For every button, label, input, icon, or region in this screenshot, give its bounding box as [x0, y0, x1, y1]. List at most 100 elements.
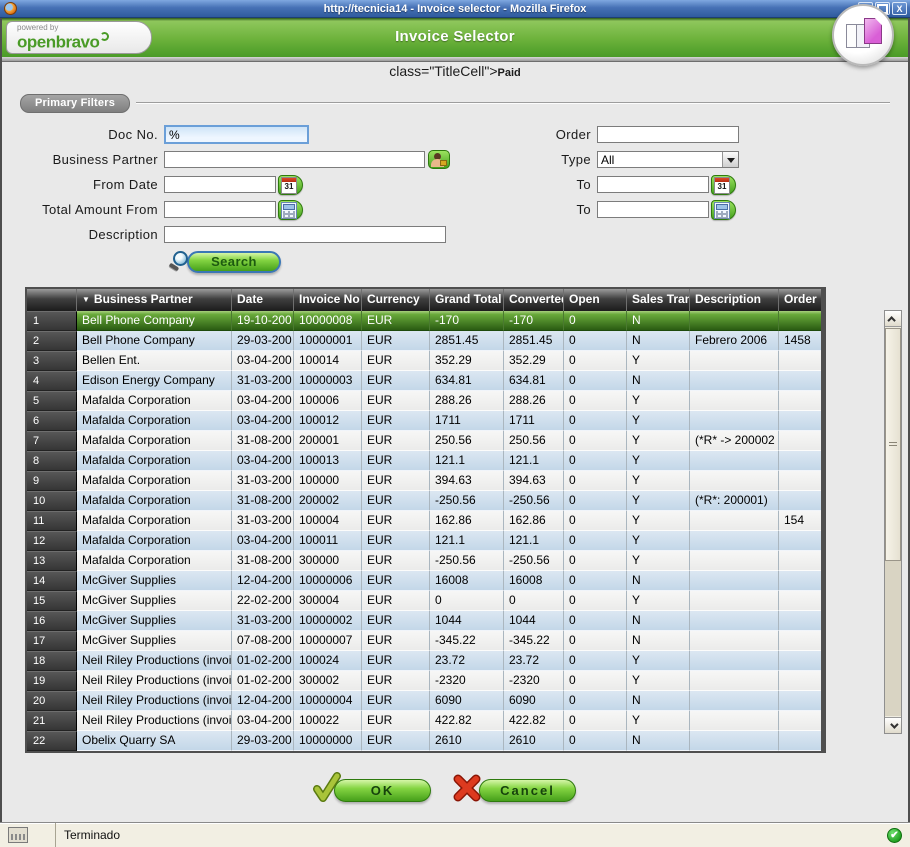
table-cell: (*R*: 200001) — [690, 491, 779, 511]
scroll-up-button[interactable] — [885, 311, 901, 327]
table-row[interactable]: 14McGiver Supplies12-04-20010000006EUR16… — [27, 571, 821, 591]
table-cell: 31-08-200 — [232, 551, 294, 571]
primary-filters-legend: Primary Filters — [20, 94, 130, 113]
table-cell: Bell Phone Company — [77, 311, 232, 331]
table-cell: Y — [627, 491, 690, 511]
table-row[interactable]: 3Bellen Ent.03-04-200100014EUR352.29352.… — [27, 351, 821, 371]
status-text: Terminado — [56, 828, 120, 842]
column-header[interactable]: Date — [232, 289, 294, 311]
table-row[interactable]: 17McGiver Supplies07-08-20010000007EUR-3… — [27, 631, 821, 651]
to-date-label: To — [537, 177, 597, 192]
table-cell: 250.56 — [504, 431, 564, 451]
table-row[interactable]: 16McGiver Supplies31-03-20010000002EUR10… — [27, 611, 821, 631]
column-header[interactable]: Open — [564, 289, 627, 311]
column-header[interactable]: Grand Total — [430, 289, 504, 311]
table-cell: 1711 — [504, 411, 564, 431]
to-date-input[interactable] — [597, 176, 709, 193]
paid-label: Paid — [498, 67, 521, 79]
description-input[interactable] — [164, 226, 446, 243]
table-cell: 0 — [564, 511, 627, 531]
row-number: 11 — [27, 511, 77, 531]
table-cell: EUR — [362, 551, 430, 571]
table-row[interactable]: 18Neil Riley Productions (invoi01-02-200… — [27, 651, 821, 671]
calendar-icon[interactable]: 31 — [711, 175, 736, 195]
column-header[interactable]: Description — [690, 289, 779, 311]
column-header[interactable]: Converted — [504, 289, 564, 311]
table-row[interactable]: 2Bell Phone Company29-03-20010000001EUR2… — [27, 331, 821, 351]
table-cell: 01-02-200 — [232, 671, 294, 691]
table-row[interactable]: 4Edison Energy Company31-03-20010000003E… — [27, 371, 821, 391]
table-row[interactable]: 21Neil Riley Productions (invoi03-04-200… — [27, 711, 821, 731]
table-row[interactable]: 13Mafalda Corporation31-08-200300000EUR-… — [27, 551, 821, 571]
table-cell: Neil Riley Productions (invoi — [77, 711, 232, 731]
vertical-scrollbar[interactable] — [884, 310, 902, 734]
table-row[interactable]: 7Mafalda Corporation31-08-200200001EUR25… — [27, 431, 821, 451]
table-cell: 31-08-200 — [232, 431, 294, 451]
window-titlebar: http://tecnicia14 - Invoice selector - M… — [0, 0, 910, 18]
table-cell: EUR — [362, 611, 430, 631]
table-cell: -345.22 — [430, 631, 504, 651]
business-partner-input[interactable] — [164, 151, 425, 168]
table-row[interactable]: 19Neil Riley Productions (invoi01-02-200… — [27, 671, 821, 691]
table-cell: 10000003 — [294, 371, 362, 391]
table-row[interactable]: 6Mafalda Corporation03-04-200100012EUR17… — [27, 411, 821, 431]
table-cell: 154 — [779, 511, 821, 531]
table-row[interactable]: 8Mafalda Corporation03-04-200100013EUR12… — [27, 451, 821, 471]
from-date-input[interactable] — [164, 176, 276, 193]
copy-document-icon — [864, 18, 882, 44]
doc-no-label: Doc No. — [0, 127, 164, 142]
doc-no-input[interactable] — [164, 125, 309, 144]
table-cell — [779, 371, 821, 391]
table-row[interactable]: 11Mafalda Corporation31-03-200100004EUR1… — [27, 511, 821, 531]
total-amount-from-input[interactable] — [164, 201, 276, 218]
table-row[interactable]: 12Mafalda Corporation03-04-200100011EUR1… — [27, 531, 821, 551]
column-header[interactable]: Sales Tran — [627, 289, 690, 311]
ok-button[interactable]: OK — [334, 779, 431, 802]
table-cell: 03-04-200 — [232, 351, 294, 371]
column-header[interactable]: ▼Business Partner — [77, 289, 232, 311]
business-partner-label: Business Partner — [0, 152, 164, 167]
cancel-button[interactable]: Cancel — [479, 779, 576, 802]
table-cell: 0 — [564, 731, 627, 751]
table-cell: 0 — [430, 591, 504, 611]
column-header[interactable]: Invoice No — [294, 289, 362, 311]
table-cell: 162.86 — [504, 511, 564, 531]
table-row[interactable]: 15McGiver Supplies22-02-200300004EUR000Y — [27, 591, 821, 611]
table-cell: 31-08-200 — [232, 491, 294, 511]
table-row[interactable]: 5Mafalda Corporation03-04-200100006EUR28… — [27, 391, 821, 411]
scrollbar-track[interactable] — [885, 561, 901, 716]
scroll-down-button[interactable] — [885, 717, 901, 733]
type-select[interactable]: All — [597, 151, 739, 168]
table-cell: 0 — [564, 451, 627, 471]
table-cell: 250.56 — [430, 431, 504, 451]
to-amount-input[interactable] — [597, 201, 709, 218]
table-row[interactable]: 9Mafalda Corporation31-03-200100000EUR39… — [27, 471, 821, 491]
table-cell: 31-03-200 — [232, 371, 294, 391]
table-cell: 2610 — [430, 731, 504, 751]
row-number: 6 — [27, 411, 77, 431]
chevron-down-icon[interactable] — [722, 152, 738, 167]
column-header[interactable]: Order — [779, 289, 821, 311]
calendar-icon[interactable]: 31 — [278, 175, 303, 195]
table-row[interactable]: 1Bell Phone Company19-10-20010000008EUR-… — [27, 311, 821, 331]
table-cell: 100004 — [294, 511, 362, 531]
scrollbar-thumb[interactable] — [885, 328, 901, 561]
row-number: 8 — [27, 451, 77, 471]
table-cell: -250.56 — [430, 551, 504, 571]
order-input[interactable] — [597, 126, 739, 143]
table-cell: Y — [627, 711, 690, 731]
table-row[interactable]: 10Mafalda Corporation31-08-200200002EUR-… — [27, 491, 821, 511]
close-button[interactable]: X — [892, 2, 907, 15]
table-row[interactable]: 20Neil Riley Productions (invoi12-04-200… — [27, 691, 821, 711]
calculator-icon[interactable] — [278, 200, 303, 220]
table-row[interactable]: 22Obelix Quarry SA29-03-20010000000EUR26… — [27, 731, 821, 751]
table-cell: 0 — [564, 631, 627, 651]
calculator-icon[interactable] — [711, 200, 736, 220]
table-cell: 121.1 — [430, 451, 504, 471]
search-button[interactable]: Search — [187, 251, 281, 273]
table-cell: 0 — [564, 331, 627, 351]
business-partner-search-icon[interactable] — [428, 150, 450, 169]
table-cell: -170 — [430, 311, 504, 331]
table-cell: Mafalda Corporation — [77, 531, 232, 551]
column-header[interactable]: Currency — [362, 289, 430, 311]
